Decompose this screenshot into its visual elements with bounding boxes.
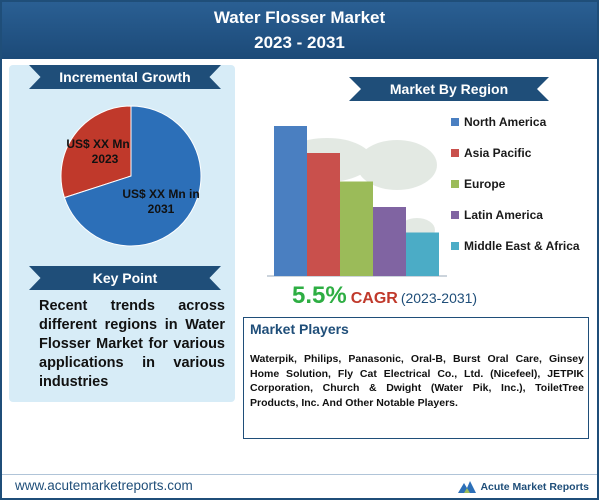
- legend-label: Middle East & Africa: [464, 239, 580, 253]
- bar-latin-america: [373, 207, 406, 276]
- key-point-text: Recent trends across different regions i…: [39, 298, 225, 390]
- legend-item: Middle East & Africa: [451, 238, 580, 254]
- legend-item: Asia Pacific: [451, 145, 531, 161]
- market-players-box: Market Players Waterpik, Philips, Panaso…: [243, 317, 589, 439]
- legend-label: North America: [464, 115, 547, 129]
- legend-swatch: [451, 211, 459, 219]
- incremental-growth-ribbon: Incremental Growth: [29, 65, 221, 89]
- page-years: 2023 - 2031: [254, 33, 345, 52]
- cagr-line: 5.5% CAGR (2023-2031): [292, 282, 477, 314]
- market-players-text: Waterpik, Philips, Panasonic, Oral-B, Bu…: [250, 353, 584, 409]
- bar-middle-east-africa: [406, 232, 439, 276]
- legend-swatch: [451, 180, 459, 188]
- pie-label-2031: US$ XX Mn in 2031: [122, 187, 199, 216]
- bar-north-america: [274, 126, 307, 276]
- legend-item: Europe: [451, 176, 505, 192]
- brand-logo-icon: [458, 481, 477, 493]
- cagr-value: 5.5%: [292, 282, 347, 309]
- cagr-label: CAGR: [350, 290, 398, 307]
- legend-label: Latin America: [464, 208, 543, 222]
- page-title: Water Flosser Market: [213, 8, 386, 27]
- cagr-period: (2023-2031): [400, 290, 478, 306]
- pie-label-2023: US$ XX Mn in 2023: [66, 137, 143, 166]
- footer-brand: Acute Market Reports: [458, 481, 589, 493]
- legend-item: Latin America: [451, 207, 543, 223]
- incremental-growth-pie: US$ XX Mn in 2023 US$ XX Mn in 2031: [60, 105, 202, 247]
- legend-swatch: [451, 149, 459, 157]
- brand-name: Acute Market Reports: [480, 481, 589, 493]
- bar-europe: [340, 181, 373, 276]
- legend-item: North America: [451, 114, 546, 130]
- legend-swatch: [451, 118, 459, 126]
- market-by-region-ribbon: Market By Region: [349, 77, 549, 101]
- header-banner: Water Flosser Market 2023 - 2031: [2, 2, 597, 59]
- pie-slice-2023: [60, 105, 132, 199]
- legend-swatch: [451, 242, 459, 250]
- pie-slice-2031: [63, 105, 202, 247]
- region-bar-chart: [267, 126, 447, 277]
- footer-url-link[interactable]: www.acutemarketreports.com: [15, 478, 193, 493]
- market-players-title: Market Players: [250, 321, 349, 337]
- legend-label: Asia Pacific: [464, 146, 532, 160]
- legend-label: Europe: [464, 177, 506, 191]
- bar-asia-pacific: [307, 153, 340, 276]
- footer-bar: www.acutemarketreports.com Acute Market …: [2, 474, 597, 498]
- key-point-ribbon: Key Point: [29, 266, 221, 290]
